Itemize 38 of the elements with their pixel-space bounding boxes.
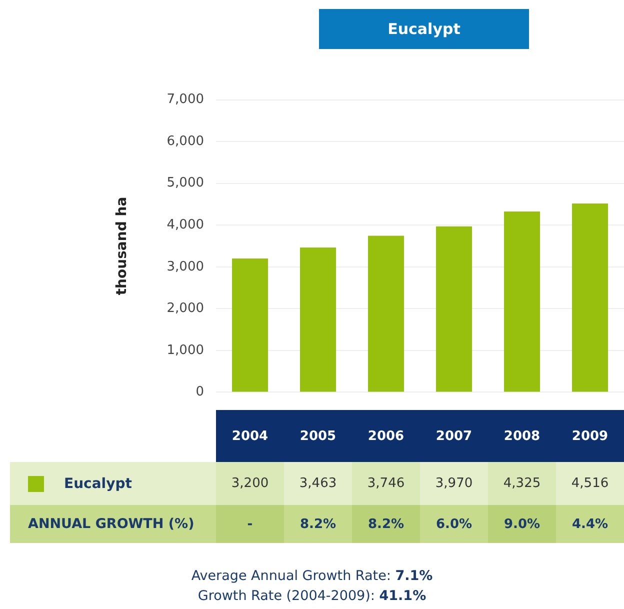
text: - (216, 505, 284, 543)
bar (572, 204, 608, 392)
x-tick-label: 2006 (366, 428, 406, 446)
text: 4.4% (556, 505, 624, 543)
bar (504, 212, 540, 392)
y-tick-label: 5,000 (166, 176, 204, 191)
x-tick-label: 2008 (502, 428, 542, 446)
data-label: 4,516 (556, 462, 624, 505)
x-tick-label: 2004 (230, 428, 270, 446)
data-label: 3,200 (216, 462, 284, 505)
bar (436, 226, 472, 392)
data-label: 3,463 (284, 462, 352, 505)
data-label: 3,746 (352, 462, 420, 505)
text: 8.2% (352, 505, 420, 543)
data-label: 3,970 (420, 462, 488, 505)
text: 6.0% (420, 505, 488, 543)
x-tick-label: 2005 (298, 428, 338, 446)
y-axis-title: thousand ha (114, 196, 130, 296)
text: 8.2% (284, 505, 352, 543)
bar (368, 236, 404, 392)
y-tick-label: 7,000 (166, 92, 204, 108)
legend-label: Eucalypt (64, 476, 132, 492)
y-tick-label: 3,000 (166, 259, 204, 274)
text: 9.0% (488, 505, 556, 543)
y-tick-label: 6,000 (166, 134, 204, 149)
y-tick-label: 4,000 (166, 217, 204, 232)
text: ANNUAL GROWTH (%) (28, 516, 194, 532)
text: Average Annual Growth Rate: 7.1% (191, 568, 433, 584)
y-tick-label: 1,000 (166, 342, 204, 358)
chart-title: Eucalypt (319, 9, 529, 49)
x-tick-label: 2009 (570, 428, 610, 446)
bar (232, 258, 268, 392)
y-tick-label: 0 (196, 384, 204, 400)
data-label: 4,325 (488, 462, 556, 505)
x-tick-label: 2007 (434, 428, 474, 446)
text: Growth Rate (2004-2009): 41.1% (198, 588, 426, 604)
bar (300, 248, 336, 392)
y-tick-label: 2,000 (166, 301, 204, 316)
